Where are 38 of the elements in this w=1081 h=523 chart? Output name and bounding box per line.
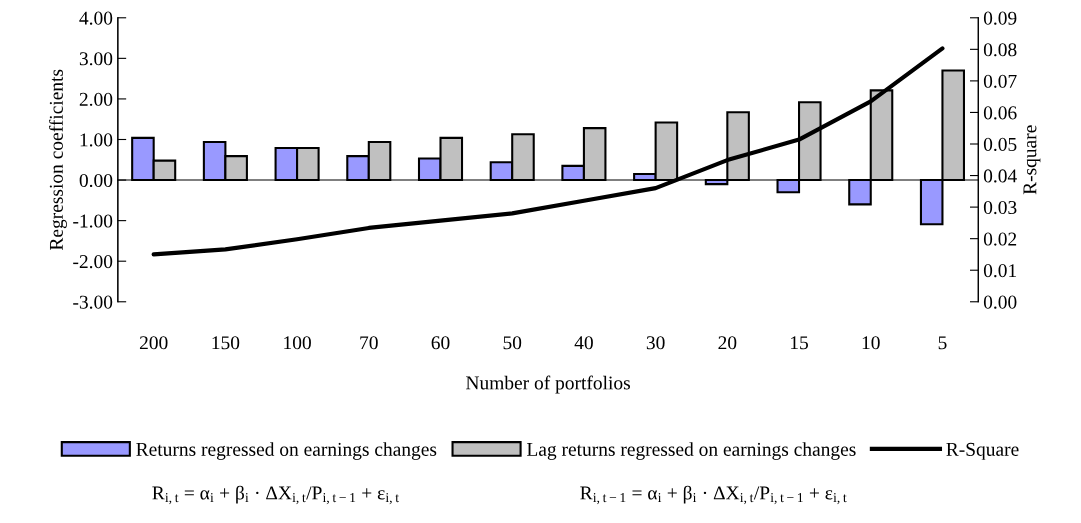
x-tick-label: 5 [938,336,947,350]
y-tick-label: -1.00 [73,214,113,228]
x-axis-title: Number of portfolios [466,375,630,394]
x-tick-label: 200 [139,336,168,350]
x-tick-label: 60 [431,336,450,350]
y-tick-label: 4.00 [79,11,113,25]
y2-tick-label: 0.04 [983,169,1017,183]
x-tick-label: 20 [718,336,737,350]
x-tick-label: 150 [212,336,240,350]
y-tick-label: 0.00 [79,173,113,188]
legend-label: Lag returns regressed on earnings changes [526,442,856,460]
x-tick-label: 40 [574,336,593,350]
y-tick-label: 3.00 [79,52,113,66]
y-tick-label: -3.00 [73,295,113,309]
y2-tick-label: 0.08 [983,43,1017,57]
legend-label: Returns regressed on earnings changes [136,442,437,460]
y2-tick-label: 0.01 [983,264,1017,278]
y2-axis-title: R-square [1023,125,1041,195]
x-tick-label: 10 [862,336,880,350]
y-tick-label: -2.00 [73,255,113,269]
y2-tick-label: 0.03 [983,200,1017,215]
y2-tick-label: 0.00 [983,295,1017,309]
x-tick-label: 15 [791,336,808,350]
x-tick-label: 30 [646,336,665,350]
x-tick-label: 70 [360,336,378,350]
text: R$_{i,t}$ = α$_{i}$ + β$_{i}$ · ΔX$_{i,t}$/P$_{i,t−1}$ + ε$_{i,t}$ [152,485,399,505]
legend-label: R-Square [946,442,1019,460]
y-axis-title: Regression coefficients [49,69,67,251]
x-tick-label: 50 [503,336,522,350]
text: R$_{i,t−1}$ = α$_{i}$ + β$_{i}$ · ΔX$_{i,t}$/P$_{i,t−1}$ + ε$_{i,t}$ [580,485,847,505]
y2-tick-label: 0.09 [983,11,1017,25]
x-tick-label: 100 [284,336,311,350]
y2-tick-label: 0.06 [983,106,1017,120]
y2-tick-label: 0.07 [983,74,1017,88]
y2-tick-label: 0.05 [983,137,1017,152]
y-tick-label: 2.00 [79,92,113,106]
y2-tick-label: 0.02 [983,232,1017,246]
y-tick-label: 1.00 [80,133,113,147]
